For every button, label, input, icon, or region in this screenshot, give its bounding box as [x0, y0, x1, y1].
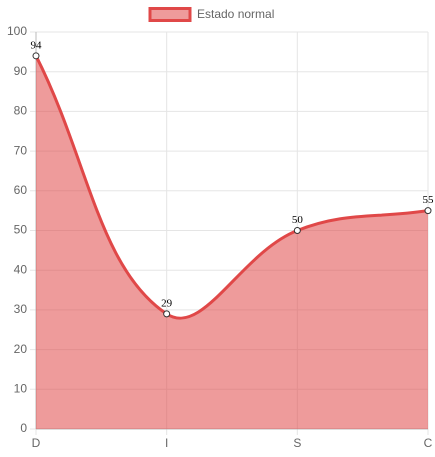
point: [424, 207, 432, 215]
y-tick-label: 50: [14, 223, 28, 237]
area: [36, 55, 428, 429]
y-tick-label: 60: [14, 183, 28, 197]
y-tick-label: 80: [14, 104, 28, 118]
data-label: 50: [292, 214, 304, 226]
y-tick-label: 70: [14, 143, 28, 157]
y-tick-label: 40: [14, 262, 28, 276]
x-tick-label: D: [32, 436, 41, 450]
y-tick-label: 0: [20, 421, 27, 435]
y-tick-label: 10: [14, 381, 28, 395]
legend-swatch: [148, 7, 192, 22]
point: [32, 52, 40, 60]
x-tick-label: C: [424, 436, 433, 450]
legend-label: Estado normal: [197, 7, 274, 21]
x-tick-label: I: [165, 436, 168, 450]
data-label: 29: [161, 297, 173, 309]
x-tick-label: S: [293, 436, 301, 450]
data-label: 94: [31, 39, 43, 51]
point: [163, 310, 171, 318]
line: [34, 55, 429, 320]
y-tick-label: 90: [14, 64, 28, 78]
data-label: 55: [423, 194, 435, 206]
y-tick-label: 20: [14, 342, 28, 356]
y-tick-label: 100: [7, 24, 27, 38]
point: [293, 227, 301, 234]
y-tick-label: 30: [14, 302, 28, 316]
